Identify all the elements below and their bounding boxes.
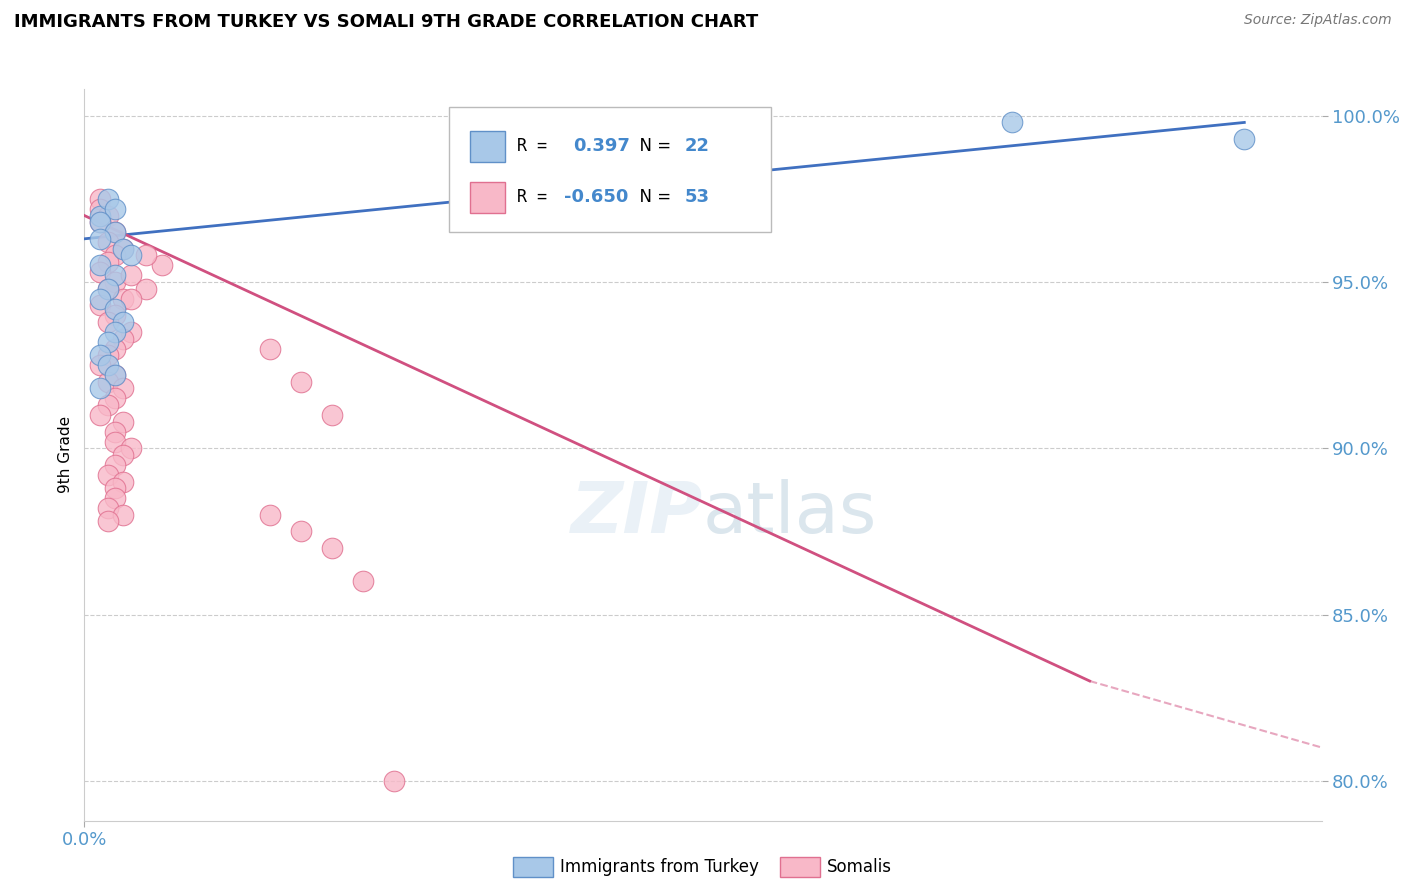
- Text: Immigrants from Turkey: Immigrants from Turkey: [560, 858, 758, 876]
- Text: R =: R =: [517, 188, 557, 206]
- Text: 22: 22: [685, 137, 710, 155]
- Point: [112, 475, 135, 489]
- Point: [120, 325, 142, 339]
- Point: [259, 342, 281, 356]
- Point: [104, 434, 127, 449]
- Point: [104, 458, 127, 472]
- Point: [89, 298, 111, 312]
- Point: [89, 215, 111, 229]
- Point: [1233, 132, 1256, 146]
- Point: [290, 375, 312, 389]
- Point: [96, 348, 118, 362]
- Point: [382, 773, 405, 788]
- Point: [112, 381, 135, 395]
- Text: R =: R =: [517, 137, 557, 155]
- Point: [96, 255, 118, 269]
- Point: [96, 334, 118, 349]
- Point: [104, 368, 127, 383]
- Text: -0.650: -0.650: [564, 188, 628, 206]
- Point: [104, 301, 127, 316]
- Bar: [471, 131, 505, 161]
- Point: [104, 491, 127, 505]
- Point: [104, 481, 127, 495]
- Point: [120, 292, 142, 306]
- Point: [89, 232, 111, 246]
- Point: [89, 259, 111, 273]
- Point: [89, 209, 111, 223]
- Point: [96, 282, 118, 296]
- Point: [112, 508, 135, 522]
- Point: [96, 467, 118, 482]
- Text: 0.397: 0.397: [574, 137, 630, 155]
- Point: [104, 368, 127, 383]
- Point: [112, 292, 135, 306]
- Point: [96, 375, 118, 389]
- Text: Somalis: Somalis: [827, 858, 891, 876]
- Point: [104, 268, 127, 283]
- Point: [104, 275, 127, 289]
- Point: [290, 524, 312, 539]
- Point: [120, 268, 142, 283]
- Text: N =: N =: [628, 188, 676, 206]
- Point: [89, 292, 111, 306]
- Point: [150, 259, 173, 273]
- Point: [104, 225, 127, 239]
- Point: [1001, 115, 1024, 129]
- Point: [96, 282, 118, 296]
- Point: [96, 235, 118, 249]
- Point: [104, 248, 127, 262]
- Point: [104, 202, 127, 216]
- Point: [96, 192, 118, 206]
- Point: [89, 358, 111, 372]
- Point: [135, 248, 157, 262]
- Text: 53: 53: [685, 188, 710, 206]
- Point: [120, 442, 142, 456]
- Text: atlas: atlas: [703, 479, 877, 548]
- Point: [96, 209, 118, 223]
- Text: ZIP: ZIP: [571, 479, 703, 548]
- Point: [89, 265, 111, 279]
- Point: [89, 202, 111, 216]
- Point: [112, 448, 135, 462]
- Y-axis label: 9th Grade: 9th Grade: [58, 417, 73, 493]
- Point: [104, 342, 127, 356]
- Text: N =: N =: [628, 137, 676, 155]
- Point: [259, 508, 281, 522]
- Point: [321, 408, 343, 422]
- Point: [96, 398, 118, 412]
- Point: [112, 242, 135, 256]
- Point: [112, 242, 135, 256]
- Point: [104, 225, 127, 239]
- Point: [96, 315, 118, 329]
- Point: [321, 541, 343, 555]
- Point: [89, 348, 111, 362]
- Point: [104, 425, 127, 439]
- Point: [96, 515, 118, 529]
- Point: [96, 358, 118, 372]
- FancyBboxPatch shape: [450, 108, 770, 232]
- Point: [89, 192, 111, 206]
- Point: [89, 381, 111, 395]
- Point: [104, 308, 127, 322]
- Text: Source: ZipAtlas.com: Source: ZipAtlas.com: [1244, 13, 1392, 28]
- Point: [96, 501, 118, 516]
- Point: [120, 248, 142, 262]
- Bar: [471, 182, 505, 213]
- Point: [104, 325, 127, 339]
- Point: [104, 392, 127, 406]
- Point: [135, 282, 157, 296]
- Point: [112, 315, 135, 329]
- Text: IMMIGRANTS FROM TURKEY VS SOMALI 9TH GRADE CORRELATION CHART: IMMIGRANTS FROM TURKEY VS SOMALI 9TH GRA…: [14, 13, 758, 31]
- Point: [352, 574, 374, 589]
- Point: [89, 215, 111, 229]
- Point: [89, 408, 111, 422]
- Point: [112, 332, 135, 346]
- Point: [112, 415, 135, 429]
